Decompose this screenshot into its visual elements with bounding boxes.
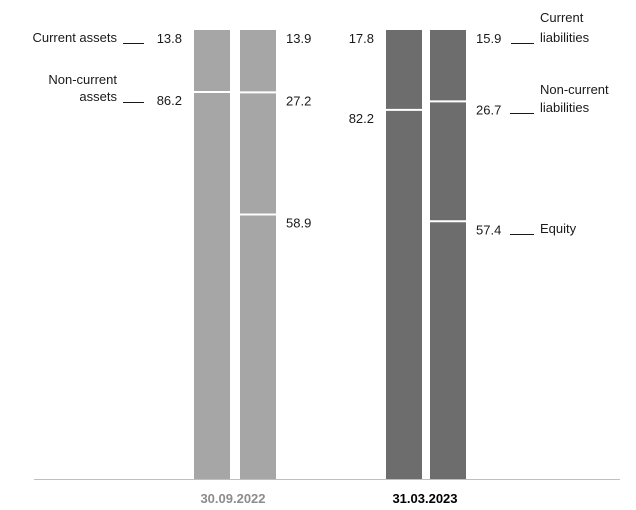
value-label-31.03.2023-liabilities-2: 57.4 <box>476 222 501 237</box>
value-label-31.03.2023-assets-0: 17.8 <box>349 31 374 46</box>
bars-layer <box>194 30 466 480</box>
bar-31.03.2023-assets-1 <box>386 109 422 479</box>
bar-31.03.2023-liabilities-1 <box>430 101 466 222</box>
value-label-31.03.2023-liabilities-1: 26.7 <box>476 102 501 117</box>
value-label-31.03.2023-assets-1: 82.2 <box>349 111 374 126</box>
bar-30.09.2022-liabilities-2 <box>240 214 276 479</box>
label-equity: Equity <box>540 221 577 236</box>
value-label-30.09.2022-liabilities-0: 13.9 <box>286 31 311 46</box>
value-label-30.09.2022-liabilities-2: 58.9 <box>286 216 311 231</box>
label-non-current-liabilities-line1: Non-current <box>540 82 609 97</box>
bar-31.03.2023-assets-0 <box>386 30 422 110</box>
label-current-liabilities-line1: Current <box>540 10 584 25</box>
value-label-30.09.2022-liabilities-1: 27.2 <box>286 93 311 108</box>
label-non-current-liabilities-line2: liabilities <box>540 100 590 115</box>
labels-layer: Current assets Non-current assets Curren… <box>32 10 609 236</box>
date-labels-layer: 30.09.2022 31.03.2023 <box>200 491 457 506</box>
label-non-current-assets-line1: Non-current <box>48 72 117 87</box>
bar-30.09.2022-assets-1 <box>194 91 230 479</box>
date-label-1: 31.03.2023 <box>392 491 457 506</box>
label-non-current-assets-line2: assets <box>79 89 117 104</box>
label-current-assets: Current assets <box>32 30 117 45</box>
bar-31.03.2023-liabilities-2 <box>430 221 466 480</box>
bar-30.09.2022-liabilities-1 <box>240 92 276 215</box>
label-current-liabilities-line2: liabilities <box>540 30 590 45</box>
bar-31.03.2023-liabilities-0 <box>430 30 466 102</box>
bar-30.09.2022-liabilities-0 <box>240 30 276 93</box>
value-labels-layer: 13.8 86.2 13.9 27.2 58.9 17.8 82.2 15.9 26.7 57.4 <box>157 31 502 237</box>
value-label-31.03.2023-liabilities-0: 15.9 <box>476 31 501 46</box>
value-label-30.09.2022-assets-1: 86.2 <box>157 93 182 108</box>
value-label-30.09.2022-assets-0: 13.8 <box>157 31 182 46</box>
date-label-0: 30.09.2022 <box>200 491 265 506</box>
bar-30.09.2022-assets-0 <box>194 30 230 92</box>
